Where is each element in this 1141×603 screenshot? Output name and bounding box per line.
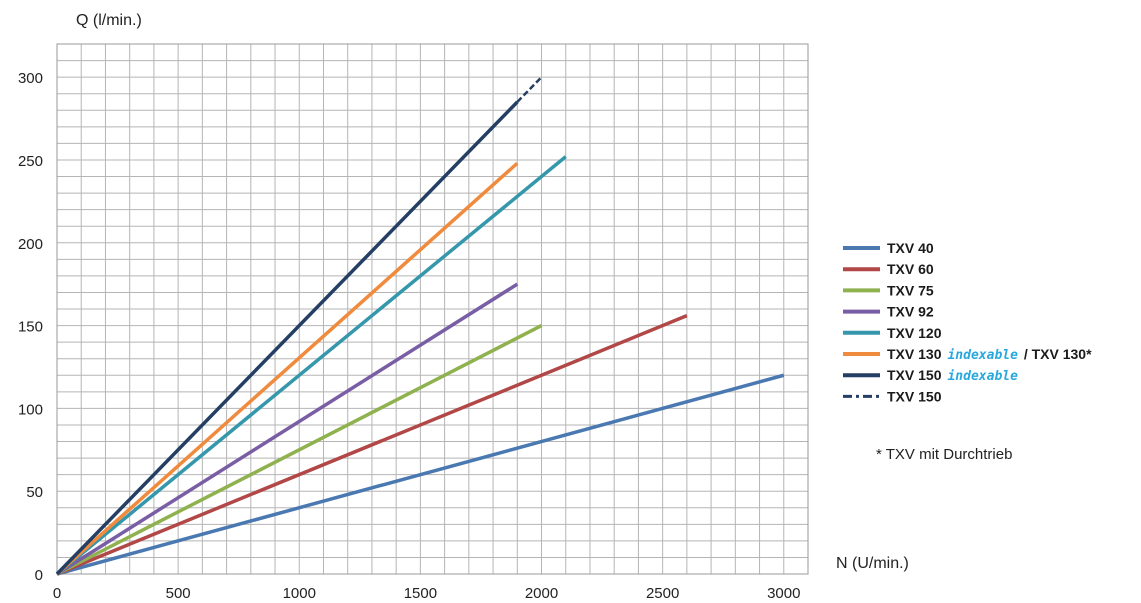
footnote: * TXV mit Durchtrieb: [876, 446, 1012, 463]
series-line-txv-150-dashed: [516, 76, 543, 103]
series-line-txv-75: [56, 324, 543, 576]
y-tick-label: 250: [18, 153, 43, 170]
x-tick-label: 0: [53, 585, 61, 602]
x-tick-label: 2500: [646, 585, 679, 602]
legend-label: TXV 130 indexable / TXV 130*: [887, 346, 1092, 363]
x-axis-ticks: 0 500 1000 1500 2000 2500 3000: [53, 585, 801, 602]
series-line-txv-130: [55, 161, 519, 576]
grid: [56, 43, 809, 575]
x-tick-label: 2000: [525, 585, 558, 602]
x-tick-label: 1000: [283, 585, 316, 602]
y-tick-label: 100: [18, 401, 43, 418]
series-line-txv-60: [56, 314, 688, 576]
y-tick-label: 50: [26, 484, 43, 501]
x-tick-label: 3000: [767, 585, 800, 602]
legend-label: TXV 150: [887, 388, 942, 404]
legend-label: TXV 150 indexable: [887, 367, 1018, 384]
y-tick-label: 0: [35, 567, 43, 584]
legend-label: TXV 75: [887, 282, 934, 298]
x-tick-label: 500: [166, 585, 191, 602]
y-axis-label: Q (l/min.): [76, 12, 142, 29]
y-tick-label: 300: [18, 70, 43, 87]
series-lines: [55, 76, 785, 576]
series-line-txv-150: [55, 100, 519, 576]
x-tick-label: 1500: [404, 585, 437, 602]
series-line-txv-40: [56, 373, 785, 576]
legend-label: TXV 60: [887, 261, 934, 277]
legend-label: TXV 40: [887, 240, 934, 256]
legend-label: TXV 92: [887, 304, 934, 320]
series-line-txv-120: [55, 155, 567, 576]
y-tick-label: 150: [18, 319, 43, 336]
plot-border: [56, 43, 809, 575]
x-axis-label: N (U/min.): [836, 555, 909, 572]
plot-frame: [56, 43, 809, 575]
y-axis-ticks: 0 50 100 150 200 250 300: [18, 70, 43, 584]
y-tick-label: 200: [18, 236, 43, 253]
series-line-txv-92: [56, 282, 519, 576]
legend: TXV 40 TXV 60 TXV 75 TXV 92 TXV 120 TXV 130 in…: [843, 240, 1092, 404]
legend-label: TXV 120: [887, 325, 942, 341]
